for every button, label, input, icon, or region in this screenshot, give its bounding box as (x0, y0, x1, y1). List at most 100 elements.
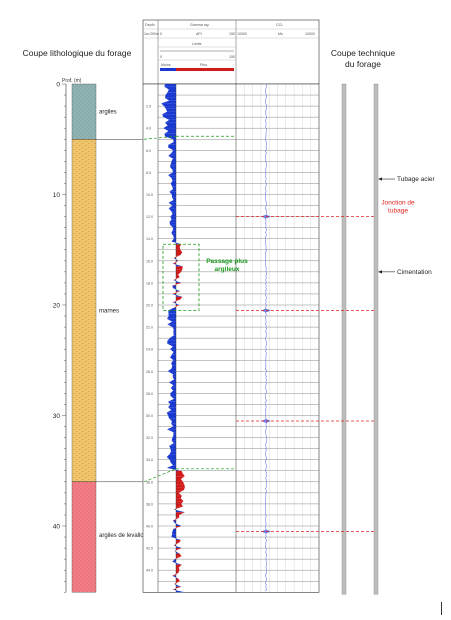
gamma-fill-segment (168, 407, 176, 410)
log-depth-label: 32.0 (146, 436, 153, 440)
log-depth-label: 30.0 (146, 414, 153, 418)
gamma-fill-segment (167, 371, 176, 375)
depth-tick-label: 40 (53, 523, 61, 530)
casing-wall-right (373, 83, 379, 595)
boundary-projection (143, 468, 177, 483)
legend-moins-swatch (160, 68, 176, 71)
gamma-fill-segment (166, 409, 176, 413)
jonction-label: Jonction de tubage (381, 199, 415, 214)
page-edge-marker (441, 602, 442, 615)
gamma-fill-segment (163, 128, 176, 131)
header-depth-label: Depth (145, 23, 155, 27)
gamma-fill-segment (168, 307, 176, 311)
legend-plus-swatch (176, 68, 234, 71)
layer-label: argiles (99, 110, 117, 116)
gamma-fill-segment (170, 390, 176, 394)
gamma-fill-segment (172, 299, 181, 303)
gamma-fill-segment (176, 514, 180, 518)
depth-axis: 0 10 20 30 40 (53, 81, 67, 593)
log-header: Depth 1m:200m Gamma ray 0 API 150 CCL 10… (142, 19, 320, 85)
log-depth-label: 12.0 (146, 215, 153, 219)
gamma-fill-segment (169, 459, 176, 463)
gamma-fill-segment (176, 578, 180, 582)
gamma-fill-segment (174, 581, 180, 585)
gamma-fill-segment (170, 462, 176, 466)
log-depth-label: 38.0 (146, 502, 153, 506)
gamma-fill-segment (173, 280, 182, 283)
gamma-fill-segment (171, 241, 182, 245)
gamma-fill-segment (168, 142, 176, 145)
gamma-fill-segment (165, 92, 176, 96)
gamma-fill-segment (166, 465, 176, 468)
log-depth-label: 36.0 (146, 480, 153, 484)
gamma-fill-segment (168, 202, 176, 206)
gamma-fill-segment (170, 385, 176, 388)
log-depth-label: 40.0 (146, 525, 153, 529)
gamma-fill-segment (164, 97, 176, 101)
gamma-fill-segment (171, 238, 176, 242)
gamma-fill-segment (170, 387, 176, 391)
gamma-fill-segment (176, 296, 183, 300)
gamma-fill-segment (170, 224, 176, 228)
gamma-fill-segment (167, 318, 176, 322)
layer-argiles-de-levallois (71, 481, 97, 593)
gamma-fill-segment (169, 335, 176, 339)
log-depth-label: 44.0 (146, 569, 153, 573)
gamma-fill-segment (176, 567, 180, 571)
gamma-fill-segment (170, 213, 176, 217)
gamma-fill-segment (161, 103, 176, 107)
gamma-fill-segment (176, 479, 183, 482)
gamma-fill-segment (170, 183, 176, 187)
layer-marnes (71, 139, 97, 482)
gamma-fill-segment (173, 305, 180, 308)
gamma-fill-segment (176, 476, 185, 480)
gamma-fill-segment (168, 310, 176, 314)
gamma-fill-segment (169, 451, 176, 455)
gamma-fill-segment (172, 139, 176, 143)
gamma-fill-segment (176, 564, 182, 568)
passage-box (162, 243, 200, 311)
gamma-fill-segment (176, 484, 185, 488)
gamma-fill-segment (171, 233, 176, 236)
gamma-fill-segment (170, 393, 176, 397)
technique-title: Coupe technique du forage (330, 48, 396, 69)
gamma-fill-segment (165, 122, 176, 126)
gamma-fill-segment (168, 415, 176, 419)
log-depth-label: 24.0 (146, 348, 153, 352)
gamma-fill-segment (176, 470, 183, 474)
gamma-fill-segment (170, 354, 176, 358)
gamma-fill-segment (172, 282, 182, 286)
cimentation-label: Cimentation (397, 269, 432, 276)
gamma-fill-segment (171, 421, 176, 424)
gamma-fill-segment (172, 434, 176, 438)
legend-plus-label: Plus (200, 63, 207, 67)
gamma-fill-segment (172, 561, 182, 565)
log-depth-label: 20.0 (146, 304, 153, 308)
gamma-fill-segment (170, 357, 176, 361)
gamma-fill-segment (170, 180, 176, 184)
gamma-fill-segment (172, 186, 176, 189)
gamma-fill-segment (171, 197, 176, 201)
gamma-fill-segment (171, 534, 176, 538)
gamma-fill-segment (176, 266, 183, 270)
gamma-fill-segment (169, 166, 176, 170)
gamma-fill-segment (173, 432, 176, 435)
gamma-fill-segment (171, 437, 176, 441)
gamma-fill-segment (162, 111, 176, 115)
gamma-fill-segment (169, 443, 176, 446)
log-depth-label: 10.0 (146, 193, 153, 197)
depth-tick-label: 0 (56, 81, 60, 88)
gamma-fill-segment (167, 324, 176, 328)
gamma-fill-segment (167, 343, 176, 347)
gamma-fill-segment (176, 492, 182, 496)
gamma-fill-segment (172, 302, 180, 305)
gamma-fill-segment (170, 448, 176, 452)
gamma-fill-segment (172, 531, 176, 535)
layer-label: argiles de levallois (99, 533, 148, 539)
gamma-fill-segment (172, 520, 176, 524)
gamma-fill-segment (164, 130, 176, 134)
lithology-title: Coupe lithologique du forage (22, 48, 132, 58)
gamma-fill-segment (168, 144, 176, 148)
gamma-fill-segment (171, 150, 176, 154)
gamma-fill-segment (170, 161, 176, 165)
